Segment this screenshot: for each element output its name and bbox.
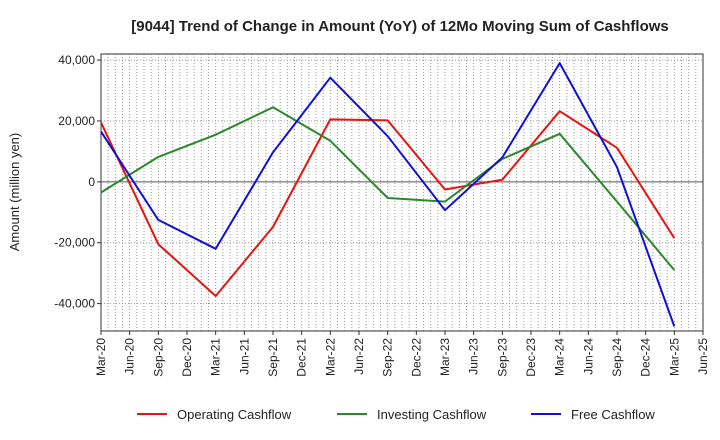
x-tick-label: Mar-24 [553, 338, 567, 376]
legend-item-operating-cashflow: Operating Cashflow [137, 407, 292, 422]
x-tick-label: Mar-22 [323, 338, 337, 376]
legend-label: Operating Cashflow [177, 407, 292, 422]
x-tick-label: Jun-23 [467, 338, 481, 375]
series-line-free-cashflow [100, 62, 676, 327]
x-tick-label: Jun-25 [696, 338, 710, 375]
y-tick-label: 0 [88, 175, 95, 189]
y-tick-label: 20,000 [58, 114, 95, 128]
x-tick-label: Sep-22 [381, 338, 395, 377]
x-tick-label: Sep-21 [266, 338, 280, 377]
x-tick-label: Mar-21 [209, 338, 223, 376]
y-tick-label: -20,000 [54, 236, 95, 250]
x-tick-label: Jun-24 [581, 338, 595, 375]
x-tick-label: Sep-23 [495, 338, 509, 377]
legend-item-free-cashflow: Free Cashflow [531, 407, 655, 422]
x-tick-label: Sep-20 [151, 338, 165, 377]
series [100, 62, 676, 327]
x-tick-label: Dec-24 [639, 338, 653, 377]
grid [101, 54, 703, 331]
y-axis-ticks: 40,000 20,000 0 -20,000 -40,000 [54, 53, 101, 311]
y-tick-label: 40,000 [58, 53, 95, 67]
x-tick-label: Jun-20 [123, 338, 137, 375]
series-line-operating-cashflow [100, 110, 676, 297]
y-axis-label: Amount (million yen) [7, 133, 22, 252]
x-tick-label: Jun-22 [352, 338, 366, 375]
legend-item-investing-cashflow: Investing Cashflow [337, 407, 487, 422]
x-tick-label: Dec-22 [409, 338, 423, 377]
x-tick-label: Mar-23 [438, 338, 452, 376]
x-tick-label: Jun-21 [237, 338, 251, 375]
x-tick-label: Dec-23 [524, 338, 538, 377]
x-tick-label: Mar-25 [667, 338, 681, 376]
x-tick-label: Sep-24 [610, 338, 624, 377]
x-tick-label: Dec-21 [295, 338, 309, 377]
x-tick-label: Mar-20 [94, 338, 108, 376]
x-axis-ticks: Mar-20 Jun-20 Sep-20 Dec-20 Mar-21 Jun-21 Sep-… [94, 331, 710, 377]
x-tick-label: Dec-20 [180, 338, 194, 377]
chart-title: [9044] Trend of Change in Amount (YoY) o… [131, 18, 669, 35]
y-tick-label: -40,000 [54, 297, 95, 311]
legend-label: Investing Cashflow [377, 407, 487, 422]
series-line-investing-cashflow [100, 106, 676, 271]
legend: Operating Cashflow Investing Cashflow Free… [137, 407, 655, 422]
legend-label: Free Cashflow [571, 407, 655, 422]
